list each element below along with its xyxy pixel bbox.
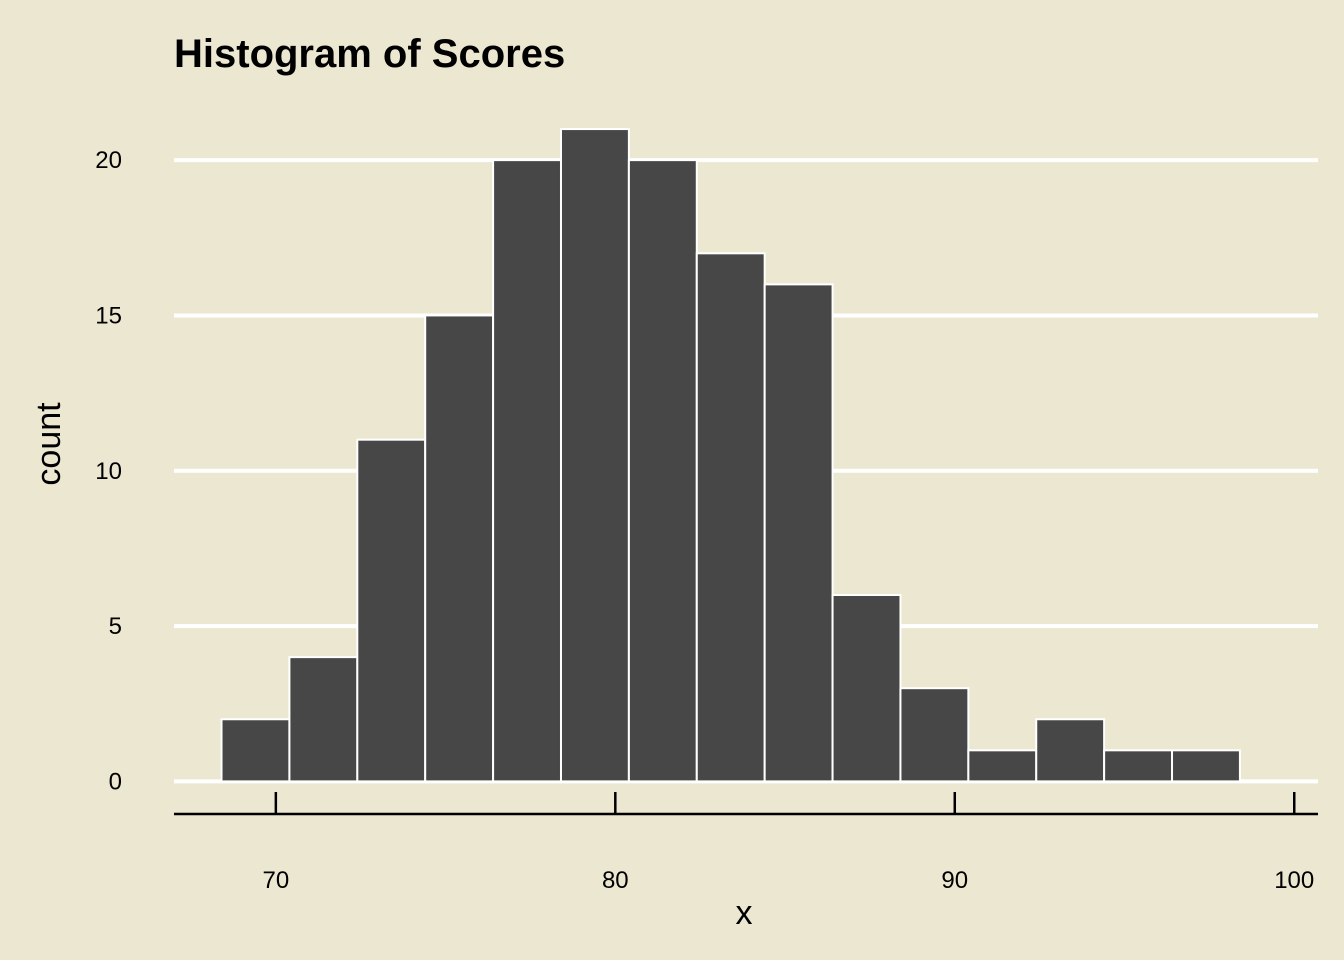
y-axis-ticks: 0 5 10 15 20 bbox=[95, 147, 122, 795]
histogram-bar bbox=[424, 314, 495, 783]
y-tick-label: 10 bbox=[95, 458, 122, 485]
bars bbox=[220, 128, 1241, 783]
x-axis-title: x bbox=[736, 894, 753, 932]
x-tick-label: 70 bbox=[262, 867, 289, 894]
y-tick-label: 5 bbox=[109, 613, 122, 640]
histogram-bar bbox=[356, 438, 427, 783]
x-tick-label: 90 bbox=[941, 867, 968, 894]
y-tick-label: 20 bbox=[95, 147, 122, 174]
histogram-bar bbox=[627, 159, 698, 783]
histogram-bar bbox=[492, 159, 562, 783]
y-tick-label: 15 bbox=[95, 302, 122, 329]
x-axis: 70 80 90 100 bbox=[174, 792, 1318, 894]
histogram-bar bbox=[1171, 749, 1241, 783]
histogram-bar bbox=[899, 687, 970, 783]
histogram-bar bbox=[559, 128, 630, 783]
histogram-bar bbox=[1035, 718, 1106, 783]
histogram-bar bbox=[695, 252, 766, 783]
histogram-bar bbox=[831, 594, 902, 783]
histogram-bar bbox=[288, 656, 359, 783]
chart-title: Histogram of Scores bbox=[174, 32, 565, 76]
histogram-bar bbox=[220, 718, 291, 783]
histogram-bar bbox=[1103, 749, 1174, 783]
x-tick-label: 80 bbox=[602, 867, 629, 894]
y-tick-label: 0 bbox=[109, 768, 122, 795]
y-axis-title: count bbox=[30, 402, 68, 486]
histogram-bar bbox=[967, 749, 1038, 783]
histogram-bar bbox=[763, 283, 834, 783]
x-tick-label: 100 bbox=[1274, 867, 1314, 894]
